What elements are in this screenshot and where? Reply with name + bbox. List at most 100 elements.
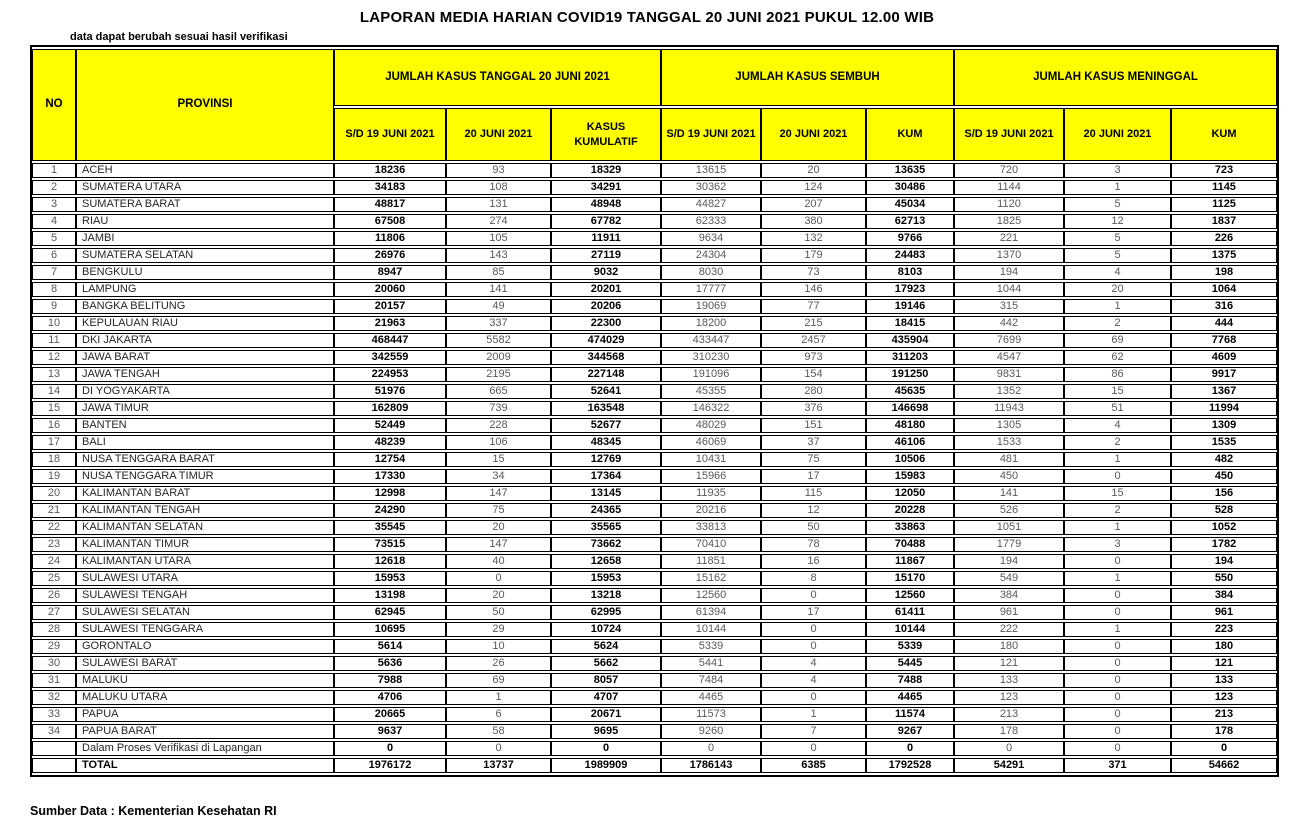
cell-sembuh-20: 75 <box>761 452 866 467</box>
cell-kasus-20: 0 <box>446 571 551 586</box>
cell-kasus-sd19: 51976 <box>334 384 446 399</box>
cell-kasus-kum: 34291 <box>551 180 661 195</box>
table-row: 21 KALIMANTAN TENGAH 24290 75 24365 2021… <box>32 503 1277 518</box>
cell-meninggal-kum: 198 <box>1171 265 1277 280</box>
cell-provinsi: KALIMANTAN SELATAN <box>76 520 334 535</box>
cell-sembuh-sd19: 19069 <box>661 299 761 314</box>
cell-kasus-20: 49 <box>446 299 551 314</box>
cell-kasus-20: 58 <box>446 724 551 739</box>
cell-kasus-kum: 20201 <box>551 282 661 297</box>
cell-kasus-20: 143 <box>446 248 551 263</box>
cell-meninggal-kum: 528 <box>1171 503 1277 518</box>
cell-meninggal-sd19: 526 <box>954 503 1064 518</box>
cell-provinsi: SUMATERA UTARA <box>76 180 334 195</box>
subcol-sembuh-sd19: S/D 19 JUNI 2021 <box>661 108 761 161</box>
report-title: LAPORAN MEDIA HARIAN COVID19 TANGGAL 20 … <box>359 9 935 26</box>
cell-meninggal-kum: 450 <box>1171 469 1277 484</box>
cell-meninggal-kum: 213 <box>1171 707 1277 722</box>
table-row: 15 JAWA TIMUR 162809 739 163548 146322 3… <box>32 401 1277 416</box>
cell-kasus-sd19: 10695 <box>334 622 446 637</box>
cell-provinsi: SULAWESI UTARA <box>76 571 334 586</box>
cell-provinsi: KALIMANTAN TIMUR <box>76 537 334 552</box>
cell-no: 21 <box>32 503 76 518</box>
cell-meninggal-20: 1 <box>1064 299 1171 314</box>
cell-meninggal-sd19: 961 <box>954 605 1064 620</box>
cell-meninggal-kum: 961 <box>1171 605 1277 620</box>
cell-no: 7 <box>32 265 76 280</box>
cell-meninggal-20: 69 <box>1064 333 1171 348</box>
cell-meninggal-sd19: 7699 <box>954 333 1064 348</box>
cell-sembuh-20: 20 <box>761 163 866 178</box>
col-header-provinsi: PROVINSI <box>76 49 334 161</box>
table-row: 29 GORONTALO 5614 10 5624 5339 0 5339 18… <box>32 639 1277 654</box>
cell-kasus-sd19: 224953 <box>334 367 446 382</box>
cell-sembuh-20: 115 <box>761 486 866 501</box>
cell-sembuh-20: 179 <box>761 248 866 263</box>
cell-sembuh-kum: 62713 <box>866 214 954 229</box>
cell-sembuh-kum: 5339 <box>866 639 954 654</box>
cell-sembuh-kum: 45034 <box>866 197 954 212</box>
cell-meninggal-kum: 178 <box>1171 724 1277 739</box>
cell-sembuh-kum: 17923 <box>866 282 954 297</box>
cell-sembuh-20: 37 <box>761 435 866 450</box>
cell-kasus-sd19: 62945 <box>334 605 446 620</box>
cell-sembuh-sd19: 33813 <box>661 520 761 535</box>
cell-kasus-sd19: 8947 <box>334 265 446 280</box>
cell-no: 5 <box>32 231 76 246</box>
group-header-sembuh: JUMLAH KASUS SEMBUH <box>661 49 954 106</box>
cell-kasus-sd19: 20060 <box>334 282 446 297</box>
table-row: 25 SULAWESI UTARA 15953 0 15953 15162 8 … <box>32 571 1277 586</box>
table-row: 6 SUMATERA SELATAN 26976 143 27119 24304… <box>32 248 1277 263</box>
cell-meninggal-kum: 1064 <box>1171 282 1277 297</box>
cell-kasus-20: 15 <box>446 452 551 467</box>
table-row: 4 RIAU 67508 274 67782 62333 380 62713 1… <box>32 214 1277 229</box>
cell-sembuh-sd19: 45355 <box>661 384 761 399</box>
cell-kasus-20: 40 <box>446 554 551 569</box>
cell-sembuh-20: 0 <box>761 622 866 637</box>
cell-sembuh-kum: 0 <box>866 741 954 756</box>
cell-kasus-kum: 67782 <box>551 214 661 229</box>
table-row: 24 KALIMANTAN UTARA 12618 40 12658 11851… <box>32 554 1277 569</box>
cell-sembuh-kum: 1792528 <box>866 758 954 773</box>
cell-meninggal-kum: 444 <box>1171 316 1277 331</box>
cell-kasus-sd19: 67508 <box>334 214 446 229</box>
cell-kasus-kum: 5624 <box>551 639 661 654</box>
cell-meninggal-kum: 123 <box>1171 690 1277 705</box>
cell-kasus-sd19: 35545 <box>334 520 446 535</box>
cell-sembuh-20: 0 <box>761 741 866 756</box>
cell-provinsi: JAMBI <box>76 231 334 246</box>
cell-meninggal-kum: 482 <box>1171 452 1277 467</box>
cell-kasus-kum: 4707 <box>551 690 661 705</box>
cell-sembuh-20: 132 <box>761 231 866 246</box>
cell-no: 12 <box>32 350 76 365</box>
cell-meninggal-20: 15 <box>1064 486 1171 501</box>
table-row: 34 PAPUA BARAT 9637 58 9695 9260 7 9267 … <box>32 724 1277 739</box>
cell-sembuh-kum: 33863 <box>866 520 954 535</box>
col-header-no: NO <box>32 49 76 161</box>
cell-meninggal-sd19: 481 <box>954 452 1064 467</box>
cell-meninggal-20: 2 <box>1064 316 1171 331</box>
table-row: 17 BALI 48239 106 48345 46069 37 46106 1… <box>32 435 1277 450</box>
cell-provinsi: BALI <box>76 435 334 450</box>
cell-meninggal-kum: 7768 <box>1171 333 1277 348</box>
cell-meninggal-kum: 723 <box>1171 163 1277 178</box>
subcol-kasus-20: 20 JUNI 2021 <box>446 108 551 161</box>
cell-sembuh-20: 207 <box>761 197 866 212</box>
cell-meninggal-20: 0 <box>1064 469 1171 484</box>
cell-kasus-kum: 48948 <box>551 197 661 212</box>
cell-sembuh-kum: 11574 <box>866 707 954 722</box>
cell-sembuh-20: 146 <box>761 282 866 297</box>
cell-kasus-20: 93 <box>446 163 551 178</box>
cell-sembuh-sd19: 5441 <box>661 656 761 671</box>
cell-kasus-sd19: 52449 <box>334 418 446 433</box>
cell-meninggal-sd19: 1370 <box>954 248 1064 263</box>
cell-meninggal-kum: 194 <box>1171 554 1277 569</box>
cell-meninggal-kum: 1145 <box>1171 180 1277 195</box>
source-note: Sumber Data : Kementerian Kesehatan RI <box>30 804 277 818</box>
cell-provinsi: GORONTALO <box>76 639 334 654</box>
cell-sembuh-sd19: 5339 <box>661 639 761 654</box>
cell-sembuh-kum: 70488 <box>866 537 954 552</box>
cell-meninggal-sd19: 1533 <box>954 435 1064 450</box>
cell-kasus-20: 10 <box>446 639 551 654</box>
cell-kasus-20: 34 <box>446 469 551 484</box>
